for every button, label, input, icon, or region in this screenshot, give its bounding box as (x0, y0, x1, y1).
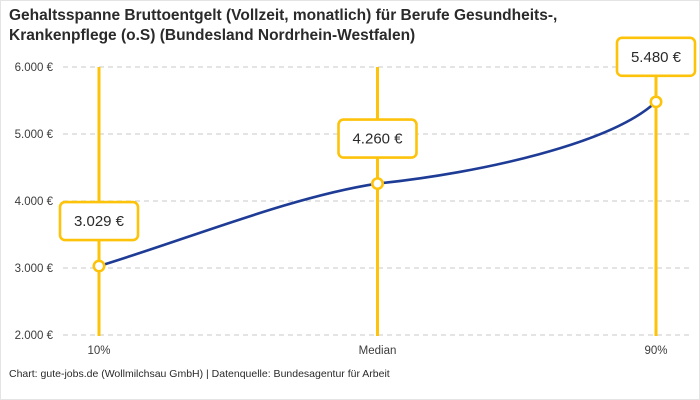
x-axis-tick-label: Median (359, 345, 397, 357)
y-axis-tick-label: 6.000 € (15, 62, 54, 74)
y-axis-tick-label: 2.000 € (15, 330, 54, 342)
chart-title-line1: Gehaltsspanne Bruttoentgelt (Vollzeit, m… (9, 7, 558, 24)
value-label: 5.480 € (631, 49, 682, 66)
value-label-box (615, 36, 697, 78)
y-axis-tick-label: 5.000 € (15, 129, 54, 141)
chart-title: Gehaltsspanne Bruttoentgelt (Vollzeit, m… (9, 6, 669, 46)
y-axis-tick-label: 3.000 € (15, 263, 54, 275)
value-label: 4.260 € (352, 131, 403, 148)
value-label-box (337, 118, 418, 159)
y-axis-tick-label: 4.000 € (15, 196, 54, 208)
chart-title-line2: Krankenpflege (o.S) (Bundesland Nordrhei… (9, 27, 416, 44)
value-label: 3.029 € (74, 213, 125, 230)
x-axis-tick-label: 10% (87, 345, 110, 357)
chart-footer: Chart: gute-jobs.de (Wollmilchsau GmbH) … (9, 368, 390, 380)
data-point-marker (92, 259, 106, 273)
data-point-marker (649, 95, 663, 109)
data-point-marker (370, 177, 384, 191)
value-label-box (58, 200, 140, 242)
x-axis-tick-label: 90% (644, 345, 667, 357)
